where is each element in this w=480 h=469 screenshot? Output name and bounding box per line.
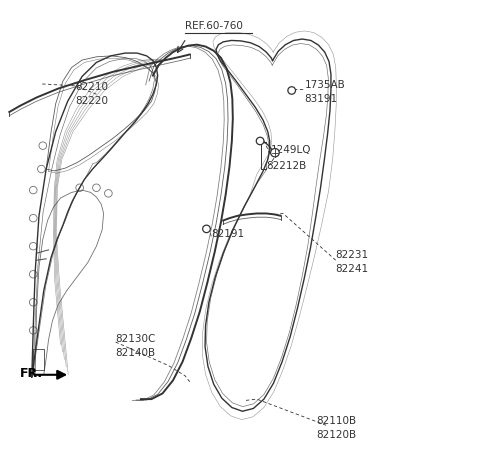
Text: 1249LQ: 1249LQ (271, 145, 312, 155)
Circle shape (288, 87, 296, 94)
Circle shape (203, 225, 210, 233)
Text: 82110B: 82110B (317, 416, 357, 426)
Text: 83191: 83191 (305, 94, 338, 104)
Circle shape (256, 137, 264, 145)
Text: 82210: 82210 (75, 82, 108, 92)
Text: 82140B: 82140B (116, 348, 156, 358)
Text: 82191: 82191 (211, 229, 244, 239)
Text: 82212B: 82212B (266, 161, 307, 171)
Text: 82231: 82231 (336, 250, 369, 260)
Text: FR.: FR. (20, 367, 43, 380)
Text: 82241: 82241 (336, 264, 369, 274)
Text: 82220: 82220 (75, 96, 108, 106)
Circle shape (271, 149, 279, 157)
Text: 82130C: 82130C (116, 334, 156, 344)
Text: 82120B: 82120B (317, 430, 357, 440)
Text: REF.60-760: REF.60-760 (185, 21, 243, 31)
Text: 1735AB: 1735AB (305, 80, 346, 90)
